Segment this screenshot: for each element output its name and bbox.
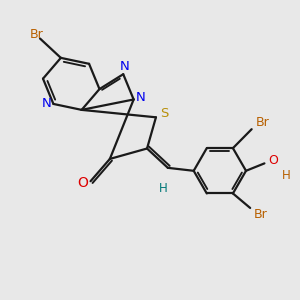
Text: O: O [268,154,278,167]
Text: N: N [135,92,145,104]
Text: Br: Br [256,116,269,129]
Text: N: N [120,60,130,73]
Text: Br: Br [254,208,268,221]
Text: H: H [159,182,168,195]
Text: Br: Br [30,28,43,40]
Text: O: O [77,176,88,190]
Text: S: S [160,107,169,120]
Text: N: N [42,98,52,110]
Text: H: H [282,169,291,182]
